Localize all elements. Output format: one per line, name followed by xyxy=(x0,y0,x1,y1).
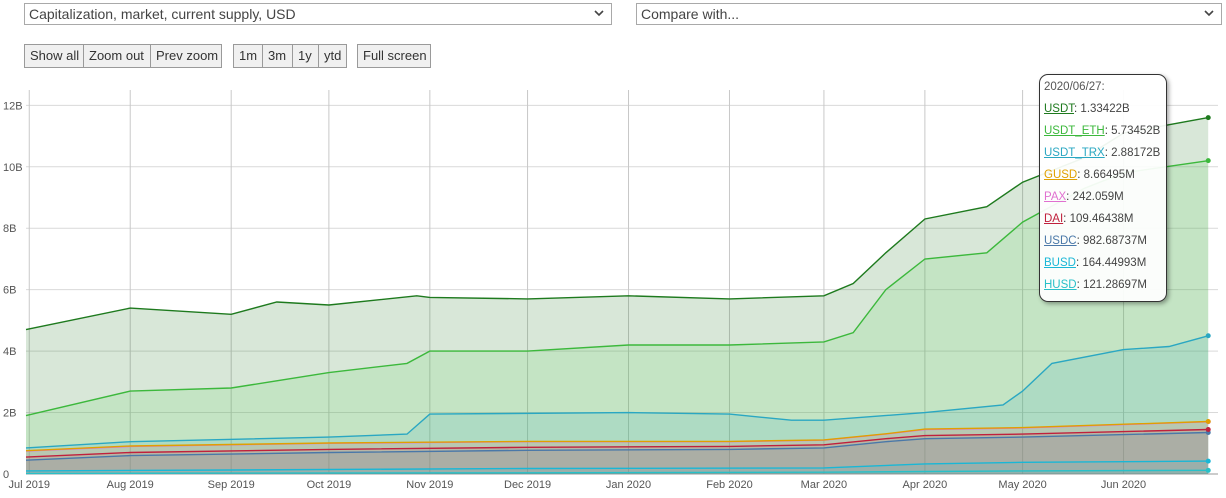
compare-select-value: Compare with... xyxy=(641,6,740,22)
line-husd xyxy=(25,469,1209,475)
range-1y-button[interactable]: 1y xyxy=(292,44,319,68)
line-usdt xyxy=(25,116,1209,331)
x-tick-label: Jan 2020 xyxy=(606,479,651,491)
y-tick-label: 2B xyxy=(3,408,16,420)
x-tick-label: Oct 2019 xyxy=(307,479,352,491)
y-tick-label: 10B xyxy=(3,162,23,174)
range-ytd-button[interactable]: ytd xyxy=(318,44,347,68)
tick-labels: 0 2B 4B 6B 8B 10B 12B Jul 2019 Aug 2019 Sep 2019 O… xyxy=(3,100,1146,491)
line-busd xyxy=(25,460,1209,472)
tooltip-series-name: DAI xyxy=(1044,213,1064,225)
tooltip-series-name: USDT_TRX xyxy=(1044,147,1105,159)
tooltip-series-value: 1.33422B xyxy=(1080,103,1130,115)
x-tick-label: Jul 2019 xyxy=(8,479,50,491)
prev-zoom-button[interactable]: Prev zoom xyxy=(150,44,222,68)
endpoint-gusd xyxy=(1205,418,1211,424)
full-screen-button[interactable]: Full screen xyxy=(357,44,431,68)
tooltip-separator: : xyxy=(1066,191,1073,203)
x-tick-label: May 2020 xyxy=(998,479,1046,491)
metric-select[interactable]: Capitalization, market, current supply, … xyxy=(24,3,612,25)
tooltip-separator: : xyxy=(1076,235,1083,247)
tooltip-separator: : xyxy=(1075,257,1083,269)
x-tick-label: Sep 2019 xyxy=(208,479,255,491)
zoom-out-button[interactable]: Zoom out xyxy=(83,44,151,68)
tooltip-series-value: 109.46438M xyxy=(1069,213,1134,225)
area-usdt-eth xyxy=(26,160,1209,474)
tooltip-series-value: 242.059M xyxy=(1072,191,1124,203)
tooltip-series-value: 5.73452B xyxy=(1111,125,1161,137)
tooltip-series-name: USDT_ETH xyxy=(1044,125,1105,137)
chart-tooltip: 2020/06/27: USDT: 1.33422B USDT_ETH: 5.73… xyxy=(1039,74,1167,302)
tooltip-separator: : xyxy=(1074,103,1081,115)
endpoint-dai xyxy=(1205,426,1211,432)
endpoint-husd xyxy=(1205,467,1211,473)
tooltip-row: DAI: 109.46438M xyxy=(1044,213,1166,235)
x-tick-label: Aug 2019 xyxy=(107,479,154,491)
chevron-down-icon xyxy=(594,10,604,17)
tooltip-series-name: GUSD xyxy=(1044,169,1078,181)
tooltip-series-name: PAX xyxy=(1044,191,1067,203)
tooltip-row: PAX: 242.059M xyxy=(1044,191,1166,213)
tooltip-separator: : xyxy=(1063,213,1070,225)
y-tick-label: 6B xyxy=(3,285,16,297)
tooltip-row: USDT_ETH: 5.73452B xyxy=(1044,125,1166,147)
line-dai xyxy=(25,428,1209,458)
tooltip-rows: USDT: 1.33422B USDT_ETH: 5.73452B USDT_TRX… xyxy=(1044,103,1166,301)
tooltip-series-name: HUSD xyxy=(1044,279,1077,291)
area-busd xyxy=(26,461,1209,474)
tooltip-date: 2020/06/27: xyxy=(1044,81,1105,93)
area-dai xyxy=(26,429,1209,474)
metric-select-value: Capitalization, market, current supply, … xyxy=(29,6,296,22)
grid xyxy=(26,90,1218,475)
tooltip-series-name: USDT xyxy=(1044,103,1075,115)
x-tick-label: Jun 2020 xyxy=(1101,479,1146,491)
area-pax xyxy=(26,421,1209,474)
tooltip-series-value: 8.66495M xyxy=(1083,169,1135,181)
endpoint-usdt-trx xyxy=(1205,333,1211,339)
x-tick-label: Dec 2019 xyxy=(504,479,551,491)
line-usdc xyxy=(25,431,1209,461)
y-tick-label: 8B xyxy=(3,223,16,235)
compare-select[interactable]: Compare with... xyxy=(636,3,1222,25)
area-usdt xyxy=(26,117,1209,474)
line-gusd xyxy=(25,420,1209,452)
show-all-button[interactable]: Show all xyxy=(24,44,84,68)
range-1m-button[interactable]: 1m xyxy=(233,44,263,68)
tooltip-separator: : xyxy=(1104,147,1112,159)
tooltip-series-name: USDC xyxy=(1044,235,1077,247)
x-tick-label: Apr 2020 xyxy=(903,479,948,491)
tooltip-row: USDT_TRX: 2.88172B xyxy=(1044,147,1166,169)
tooltip-row: USDC: 982.68737M xyxy=(1044,235,1166,257)
tooltip-separator: : xyxy=(1104,125,1112,137)
x-tick-label: Nov 2019 xyxy=(406,479,453,491)
chart-area[interactable]: 0 2B 4B 6B 8B 10B 12B Jul 2019 Aug 2019 Sep 2019 O… xyxy=(0,78,1226,498)
tooltip-series-value: 164.44993M xyxy=(1082,257,1147,269)
tooltip-row: USDT: 1.33422B xyxy=(1044,103,1166,125)
x-tick-label: Feb 2020 xyxy=(706,479,752,491)
line-usdt-eth xyxy=(25,160,1209,417)
y-tick-label: 4B xyxy=(3,346,16,358)
range-3m-button[interactable]: 3m xyxy=(262,44,293,68)
chevron-down-icon xyxy=(1204,10,1214,17)
tooltip-series-value: 2.88172B xyxy=(1111,147,1161,159)
y-tick-label: 12B xyxy=(3,100,23,112)
y-tick-label: 0 xyxy=(3,469,9,481)
tooltip-series-value: 121.28697M xyxy=(1082,279,1147,291)
endpoint-busd xyxy=(1205,458,1211,464)
area-usdc xyxy=(26,432,1209,474)
x-tick-label: Mar 2020 xyxy=(801,479,847,491)
series-lines xyxy=(25,115,1211,475)
tooltip-row: GUSD: 8.66495M xyxy=(1044,169,1166,191)
tooltip-row: HUSD: 121.28697M xyxy=(1044,279,1166,301)
endpoint-usdt xyxy=(1205,115,1211,121)
line-usdt-trx xyxy=(25,335,1209,449)
tooltip-series-name: BUSD xyxy=(1044,257,1076,269)
tooltip-separator: : xyxy=(1077,169,1084,181)
tooltip-series-value: 982.68737M xyxy=(1082,235,1147,247)
endpoint-usdt-eth xyxy=(1205,158,1211,164)
area-gusd xyxy=(26,421,1209,474)
tooltip-row: BUSD: 164.44993M xyxy=(1044,257,1166,279)
chart[interactable]: 0 2B 4B 6B 8B 10B 12B Jul 2019 Aug 2019 Sep 2019 O… xyxy=(0,78,1226,498)
tooltip-separator: : xyxy=(1076,279,1083,291)
